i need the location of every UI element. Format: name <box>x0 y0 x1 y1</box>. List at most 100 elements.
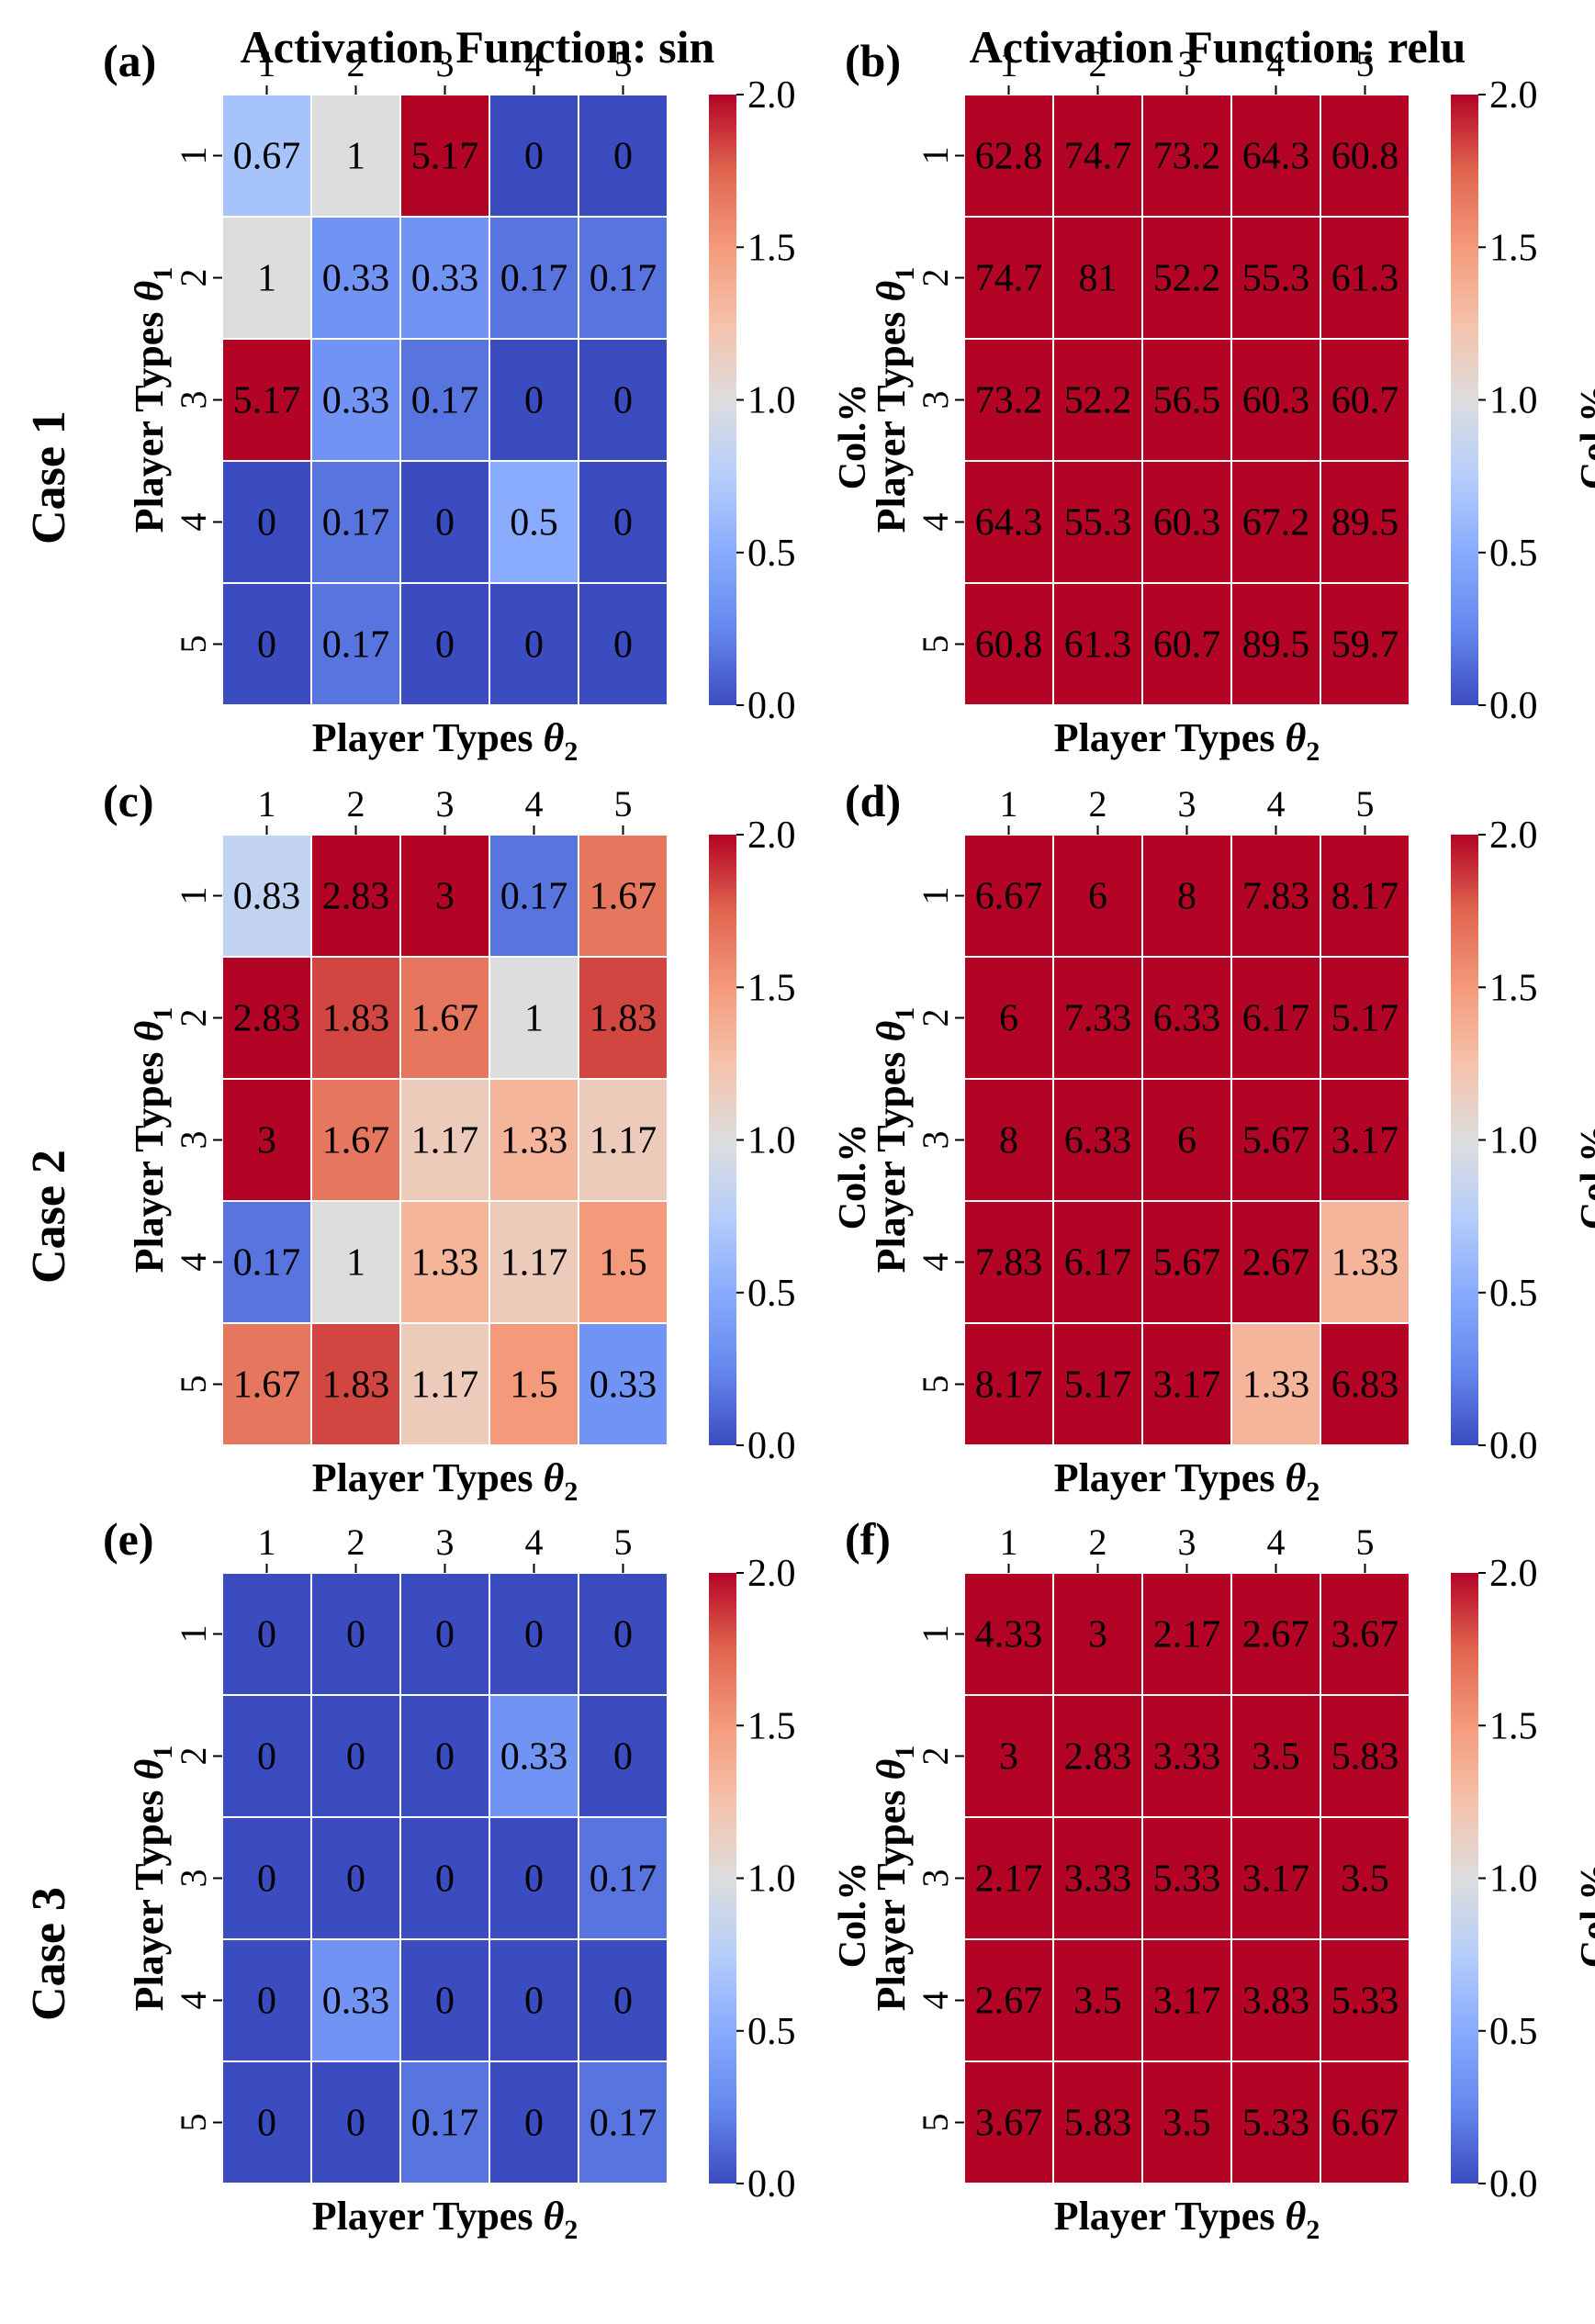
cell-value-label: 0.17 <box>322 624 390 667</box>
x-tick-label: 2 <box>347 1521 365 1563</box>
y-tick-label: 1 <box>915 887 956 905</box>
heatmap-cell <box>399 582 490 706</box>
y-tick-label: 2 <box>915 269 956 287</box>
cell-value-label: 0 <box>524 380 544 422</box>
cell-value-label: 1.67 <box>233 1364 301 1407</box>
heatmap-cell <box>489 1938 579 2062</box>
panel-label: (b) <box>845 35 901 86</box>
cell-value-label: 1.5 <box>599 1242 647 1285</box>
cell-value-label: 3 <box>1088 1614 1107 1656</box>
cell-value-label: 8 <box>1177 876 1196 918</box>
cell-value-label: 56.5 <box>1153 380 1221 422</box>
cell-value-label: 1.33 <box>1331 1242 1399 1285</box>
cell-value-label: 8 <box>999 1120 1018 1162</box>
heatmap-panel-d: (d) 6.67 6 8 7.83 8.17 6 7.33 6.33 6.17 5.17 8 6.33 6… <box>845 775 1595 1507</box>
y-tick-label: 4 <box>915 1992 956 2010</box>
heatmap-cell <box>489 1572 579 1696</box>
heatmap-cell <box>963 216 1054 340</box>
cell-value-label: 1.83 <box>590 998 657 1040</box>
x-axis-label: Player Types θ2 <box>312 1455 578 1507</box>
cell-value-label: 52.2 <box>1153 258 1221 300</box>
cell-value-label: 0 <box>613 1736 633 1779</box>
heatmap-cell <box>578 582 668 706</box>
heatmap-cell <box>399 834 490 958</box>
heatmap-cell <box>399 1078 490 1202</box>
heatmap-cell <box>489 834 579 958</box>
y-tick-label: 3 <box>173 391 214 410</box>
heatmap-cell <box>1230 1572 1321 1696</box>
y-tick-label: 5 <box>173 1375 214 1394</box>
cell-value-label: 0 <box>524 624 544 667</box>
cell-value-label: 3.5 <box>1073 1981 1122 2023</box>
colorbar-tick-label: 2.0 <box>747 814 796 857</box>
panel-label: (f) <box>845 1513 891 1565</box>
heatmap-cell <box>1230 1694 1321 1818</box>
heatmap-cell <box>489 1078 579 1202</box>
cell-value-label: 1.17 <box>411 1364 479 1407</box>
y-axis-label: Player Types θ1 <box>869 1746 920 2012</box>
cell-value-label: 0 <box>613 380 633 422</box>
colorbar-tick-label: 1.5 <box>747 227 796 269</box>
cell-value-label: 73.2 <box>975 380 1043 422</box>
x-tick-label: 4 <box>525 1521 544 1563</box>
cell-value-label: 0 <box>613 502 633 545</box>
cell-value-label: 0 <box>257 1614 276 1656</box>
heatmap-cell <box>1141 1322 1232 1446</box>
heatmap-cell <box>1052 1078 1143 1202</box>
heatmap-cell <box>1052 1322 1143 1446</box>
colorbar-tick-label: 0.0 <box>1489 2163 1538 2206</box>
heatmap-cell <box>578 1938 668 2062</box>
y-tick-label: 2 <box>915 1009 956 1027</box>
cell-value-label: 4.33 <box>975 1614 1043 1656</box>
cell-value-label: 2.67 <box>975 1981 1043 2023</box>
cell-value-label: 7.83 <box>975 1242 1043 1285</box>
heatmap-cell <box>1141 1694 1232 1818</box>
heatmap-panel-c: (c) 0.83 2.83 3 0.17 1.67 2.83 1.83 1.67 1 1.83 3 1.… <box>103 775 874 1507</box>
cell-value-label: 0.33 <box>322 258 390 300</box>
x-tick-label: 5 <box>1356 783 1375 825</box>
heatmap-cell <box>310 338 401 462</box>
cell-value-label: 5.17 <box>1331 998 1399 1040</box>
x-tick-label: 5 <box>614 783 633 825</box>
colorbar-tick-label: 1.0 <box>1489 1858 1538 1901</box>
cell-value-label: 3.5 <box>1341 1858 1389 1901</box>
cell-value-label: 60.8 <box>975 624 1043 667</box>
cell-value-label: 5.67 <box>1153 1242 1221 1285</box>
heatmap-panel-f: (f) 4.33 3 2.17 2.67 3.67 3 2.83 3.33 3.5 5.83 2.17… <box>845 1513 1595 2245</box>
cell-value-label: 5.17 <box>233 380 301 422</box>
cell-value-label: 55.3 <box>1064 502 1132 545</box>
heatmap-cell <box>310 1322 401 1446</box>
heatmap-cell <box>399 460 490 584</box>
heatmap-cell <box>221 582 312 706</box>
cell-value-label: 6.83 <box>1331 1364 1399 1407</box>
colorbar-tick-label: 2.0 <box>1489 74 1538 117</box>
heatmap-cell <box>310 834 401 958</box>
x-tick-label: 3 <box>436 1521 455 1563</box>
colorbar <box>1451 95 1478 705</box>
cell-value-label: 5.33 <box>1153 1858 1221 1901</box>
heatmap-cell <box>399 956 490 1080</box>
cell-value-label: 0 <box>435 502 455 545</box>
colorbar-tick-label: 1.0 <box>747 1120 796 1162</box>
colorbar <box>709 1573 736 2184</box>
cell-value-label: 2.17 <box>1153 1614 1221 1656</box>
cell-value-label: 3 <box>257 1120 276 1162</box>
cell-value-label: 3.5 <box>1252 1736 1300 1779</box>
cell-value-label: 2.83 <box>322 876 390 918</box>
heatmap-cell <box>1230 1816 1321 1940</box>
colorbar <box>1451 1573 1478 2184</box>
heatmap-cell <box>221 1572 312 1696</box>
cell-value-label: 60.7 <box>1331 380 1399 422</box>
cell-value-label: 0 <box>346 2103 365 2145</box>
colorbar-tick-label: 1.0 <box>1489 380 1538 422</box>
heatmap-cell <box>1052 956 1143 1080</box>
cell-value-label: 6.67 <box>1331 2103 1399 2145</box>
panel-label: (d) <box>845 775 901 826</box>
colorbar-tick-label: 1.0 <box>1489 1120 1538 1162</box>
y-tick-label: 5 <box>173 635 214 654</box>
panel-label: (a) <box>103 35 156 86</box>
y-tick-label: 2 <box>173 269 214 287</box>
heatmap-cell <box>310 460 401 584</box>
cell-value-label: 1 <box>524 998 544 1040</box>
x-tick-label: 4 <box>525 783 544 825</box>
